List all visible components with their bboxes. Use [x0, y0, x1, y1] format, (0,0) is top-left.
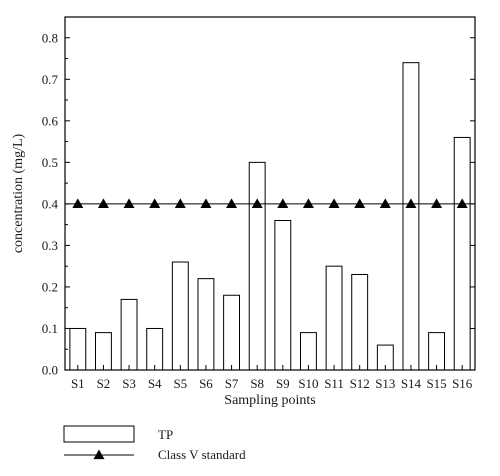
bar-S1 — [69, 327, 87, 371]
standard-marker-S15 — [431, 198, 443, 209]
standard-marker-S8 — [251, 198, 263, 209]
standard-marker-S3 — [123, 198, 135, 209]
x-tick-label: S6 — [199, 376, 213, 391]
bar-S10 — [299, 332, 317, 371]
standard-marker-S13 — [379, 198, 391, 209]
standard-marker-S11 — [328, 198, 340, 209]
standard-marker-S5 — [174, 198, 186, 209]
legend-tp-swatch — [63, 425, 135, 443]
legend-standard-label: Class V standard — [158, 447, 246, 462]
x-tick-label: S16 — [452, 376, 473, 391]
y-tick-label: 0.7 — [42, 72, 59, 87]
bar-S9 — [274, 219, 292, 371]
x-tick-label: S2 — [97, 376, 111, 391]
x-tick-label: S13 — [375, 376, 395, 391]
x-tick-label: S4 — [148, 376, 162, 391]
standard-marker-S14 — [405, 198, 417, 209]
bars-layer — [69, 62, 471, 371]
y-tick-label: 0.8 — [42, 30, 58, 45]
standard-marker-S7 — [226, 198, 238, 209]
x-tick-label: S3 — [122, 376, 136, 391]
y-tick-label: 0.3 — [42, 238, 58, 253]
x-tick-label: S5 — [173, 376, 187, 391]
standard-marker-S6 — [200, 198, 212, 209]
standard-marker-S2 — [97, 198, 109, 209]
bar-S5 — [171, 261, 189, 371]
standard-marker-S4 — [149, 198, 161, 209]
x-axis-title: Sampling points — [224, 393, 315, 408]
x-tick-label: S11 — [324, 376, 344, 391]
legend-standard-marker — [93, 449, 105, 460]
standard-marker-S1 — [72, 198, 84, 209]
x-tick-label: S9 — [276, 376, 290, 391]
bar-S6 — [197, 278, 215, 371]
y-tick-label: 0.2 — [42, 279, 58, 294]
bar-S12 — [351, 273, 369, 371]
axes-layer: 0.0 0.1 0.2 0.3 0.4 0.5 0.6 0.7 0.8 S1 S2 S3 S4 S5 S6 S… — [42, 16, 475, 391]
x-tick-label: S15 — [426, 376, 446, 391]
bar-S7 — [223, 294, 241, 371]
y-tick-label: 0.0 — [42, 363, 58, 378]
bar-S16 — [453, 136, 471, 371]
bar-S3 — [120, 298, 138, 371]
y-tick-label: 0.5 — [42, 155, 58, 170]
x-tick-label: S14 — [401, 376, 422, 391]
x-tick-label: S12 — [350, 376, 370, 391]
x-tick-label: S10 — [298, 376, 318, 391]
x-tick-label: S1 — [71, 376, 85, 391]
bar-S14 — [402, 62, 420, 371]
y-tick-label: 0.4 — [42, 196, 59, 211]
bar-S4 — [146, 327, 164, 371]
plot-frame — [64, 16, 476, 371]
bar-S15 — [428, 332, 446, 371]
y-tick-label: 0.6 — [42, 113, 59, 128]
bar-S11 — [325, 265, 343, 371]
standard-marker-S12 — [354, 198, 366, 209]
y-axis-title: concentration (mg/L) — [11, 133, 26, 253]
standard-line-layer — [65, 198, 475, 209]
bar-S8 — [248, 161, 266, 371]
legend: TP Class V standard — [63, 425, 246, 462]
bar-S2 — [94, 332, 112, 371]
x-tick-label: S8 — [250, 376, 264, 391]
x-tick-label: S7 — [225, 376, 239, 391]
standard-marker-S16 — [456, 198, 468, 209]
standard-marker-S9 — [277, 198, 289, 209]
legend-tp-label: TP — [158, 427, 173, 442]
y-tick-label: 0.1 — [42, 321, 58, 336]
standard-marker-S10 — [302, 198, 314, 209]
